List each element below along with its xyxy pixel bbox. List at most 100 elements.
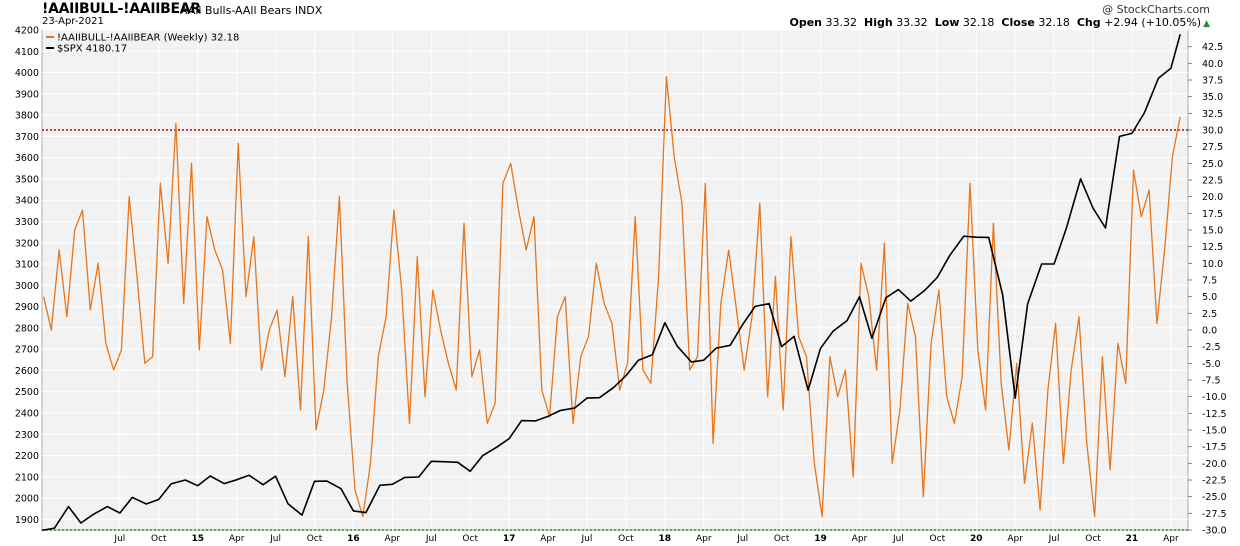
x-tick-label: Jul <box>1048 534 1060 544</box>
close-value: 32.18 <box>1038 16 1070 29</box>
right-tick-label: 15.0 <box>1202 226 1223 237</box>
left-tick-label: 3200 <box>15 238 39 249</box>
x-tick-label: Jul <box>269 534 281 544</box>
x-tick-label: Apr <box>229 534 245 544</box>
x-tick-label: 16 <box>347 534 360 544</box>
x-tick-label: Oct <box>462 534 478 544</box>
high-value: 33.32 <box>896 16 928 29</box>
left-tick-label: 4000 <box>15 68 39 79</box>
x-tick-label: Apr <box>1007 534 1023 544</box>
x-tick-label: Oct <box>774 534 790 544</box>
left-tick-label: 2300 <box>15 430 39 441</box>
series-layer <box>41 34 1181 532</box>
x-tick-label: 21 <box>1126 534 1139 544</box>
legend-entry: !AAIIBULL-!AAIIBEAR (Weekly) 32.18 <box>57 33 239 44</box>
legend-entry: $SPX 4180.17 <box>57 44 127 55</box>
right-tick-label: -12.5 <box>1202 409 1227 420</box>
up-triangle-icon: ▲ <box>1203 19 1210 29</box>
x-tick-label: 18 <box>659 534 672 544</box>
right-tick-label: 32.5 <box>1202 109 1223 120</box>
x-tick-label: 17 <box>503 534 516 544</box>
right-axis: 42.5 40.0 37.5 35.0 32.5 30.0 27.5 25.0 22.5 20.0… <box>1188 42 1227 537</box>
low-label: Low <box>934 16 960 29</box>
left-tick-label: 2700 <box>15 345 39 356</box>
x-axis: Jul Oct 15 Apr Jul Oct 16 Apr Jul Oct 17 Apr Jul Oct 1… <box>113 534 1179 544</box>
ohlc-readout: Open 33.32 High 33.32 Low 32.18 Close 32… <box>789 16 1210 29</box>
right-tick-label: 17.5 <box>1202 209 1223 220</box>
left-tick-label: 3100 <box>15 260 39 271</box>
right-tick-label: 27.5 <box>1202 142 1223 153</box>
high-label: High <box>864 16 893 29</box>
x-tick-label: Jul <box>425 534 437 544</box>
right-tick-label: 10.0 <box>1202 259 1223 270</box>
right-tick-label: -27.5 <box>1202 509 1227 520</box>
right-tick-label: 42.5 <box>1202 42 1223 53</box>
left-tick-label: 3600 <box>15 153 39 164</box>
x-tick-label: Oct <box>1085 534 1101 544</box>
left-tick-label: 3400 <box>15 196 39 207</box>
left-tick-label: 2000 <box>15 494 39 505</box>
x-tick-label: Apr <box>696 534 712 544</box>
left-tick-label: 4200 <box>15 26 39 37</box>
legend: !AAIIBULL-!AAIIBEAR (Weekly) 32.18$SPX 4… <box>46 33 239 55</box>
right-tick-label: -22.5 <box>1202 476 1227 487</box>
left-tick-label: 3000 <box>15 281 39 292</box>
right-tick-label: -20.0 <box>1202 459 1227 470</box>
right-tick-label: 22.5 <box>1202 176 1223 187</box>
series-line-spx <box>41 34 1181 532</box>
open-value: 33.32 <box>825 16 858 29</box>
chart-date: 23-Apr-2021 <box>42 16 104 27</box>
right-tick-label: -30.0 <box>1202 526 1227 537</box>
right-tick-label: 30.0 <box>1202 126 1223 137</box>
x-tick-label: Oct <box>307 534 323 544</box>
x-tick-label: Oct <box>618 534 634 544</box>
right-tick-label: 35.0 <box>1202 92 1223 103</box>
right-tick-label: -17.5 <box>1202 442 1227 453</box>
left-axis: 1900 2000 2100 2200 2300 2400 2500 2600 2700 2800… <box>15 26 39 526</box>
right-tick-label: -10.0 <box>1202 392 1227 403</box>
plot-area <box>41 29 1189 531</box>
low-value: 32.18 <box>962 16 995 29</box>
x-tick-label: Jul <box>892 534 904 544</box>
right-tick-label: -5.0 <box>1202 359 1221 370</box>
left-tick-label: 3900 <box>15 89 39 100</box>
right-tick-label: 7.5 <box>1202 276 1217 287</box>
left-tick-label: 3500 <box>15 174 39 185</box>
x-tick-label: Apr <box>385 534 401 544</box>
left-tick-label: 4100 <box>15 47 39 58</box>
right-tick-label: 5.0 <box>1202 292 1217 303</box>
right-tick-label: 0.0 <box>1202 326 1217 337</box>
left-tick-label: 3800 <box>15 111 39 122</box>
open-label: Open <box>789 16 822 29</box>
series-line-bull-bear-spread <box>42 76 1181 518</box>
left-tick-label: 2200 <box>15 451 39 462</box>
x-tick-label: 20 <box>970 534 983 544</box>
right-tick-label: 12.5 <box>1202 242 1223 253</box>
x-tick-label: Jul <box>113 534 125 544</box>
right-tick-label: 40.0 <box>1202 59 1223 70</box>
x-tick-label: Apr <box>540 534 556 544</box>
chg-value: +2.94 (+10.05%) <box>1104 16 1202 29</box>
right-tick-label: -15.0 <box>1202 426 1227 437</box>
right-tick-label: 25.0 <box>1202 159 1223 170</box>
chg-label: Chg <box>1076 16 1101 29</box>
grid <box>42 29 1188 530</box>
x-tick-label: Jul <box>581 534 593 544</box>
reference-lines <box>42 129 1188 531</box>
left-tick-label: 2800 <box>15 323 39 334</box>
x-tick-label: 19 <box>814 534 827 544</box>
chart-description: AAll Bulls-AAll Bears INDX <box>180 4 323 17</box>
right-tick-label: -25.0 <box>1202 492 1227 503</box>
chart-header: !AAIIBULL-!AAIIBEAR AAll Bulls-AAll Bear… <box>0 0 1240 30</box>
left-tick-label: 2400 <box>15 408 39 419</box>
left-tick-label: 2600 <box>15 366 39 377</box>
x-tick-label: 15 <box>191 534 204 544</box>
chart-symbol: !AAIIBULL-!AAIIBEAR <box>42 1 201 17</box>
x-tick-label: Apr <box>852 534 868 544</box>
right-tick-label: 20.0 <box>1202 192 1223 203</box>
x-tick-label: Oct <box>151 534 167 544</box>
left-tick-label: 2900 <box>15 302 39 313</box>
left-tick-label: 2500 <box>15 387 39 398</box>
right-tick-label: -7.5 <box>1202 376 1221 387</box>
x-tick-label: Apr <box>1163 534 1179 544</box>
